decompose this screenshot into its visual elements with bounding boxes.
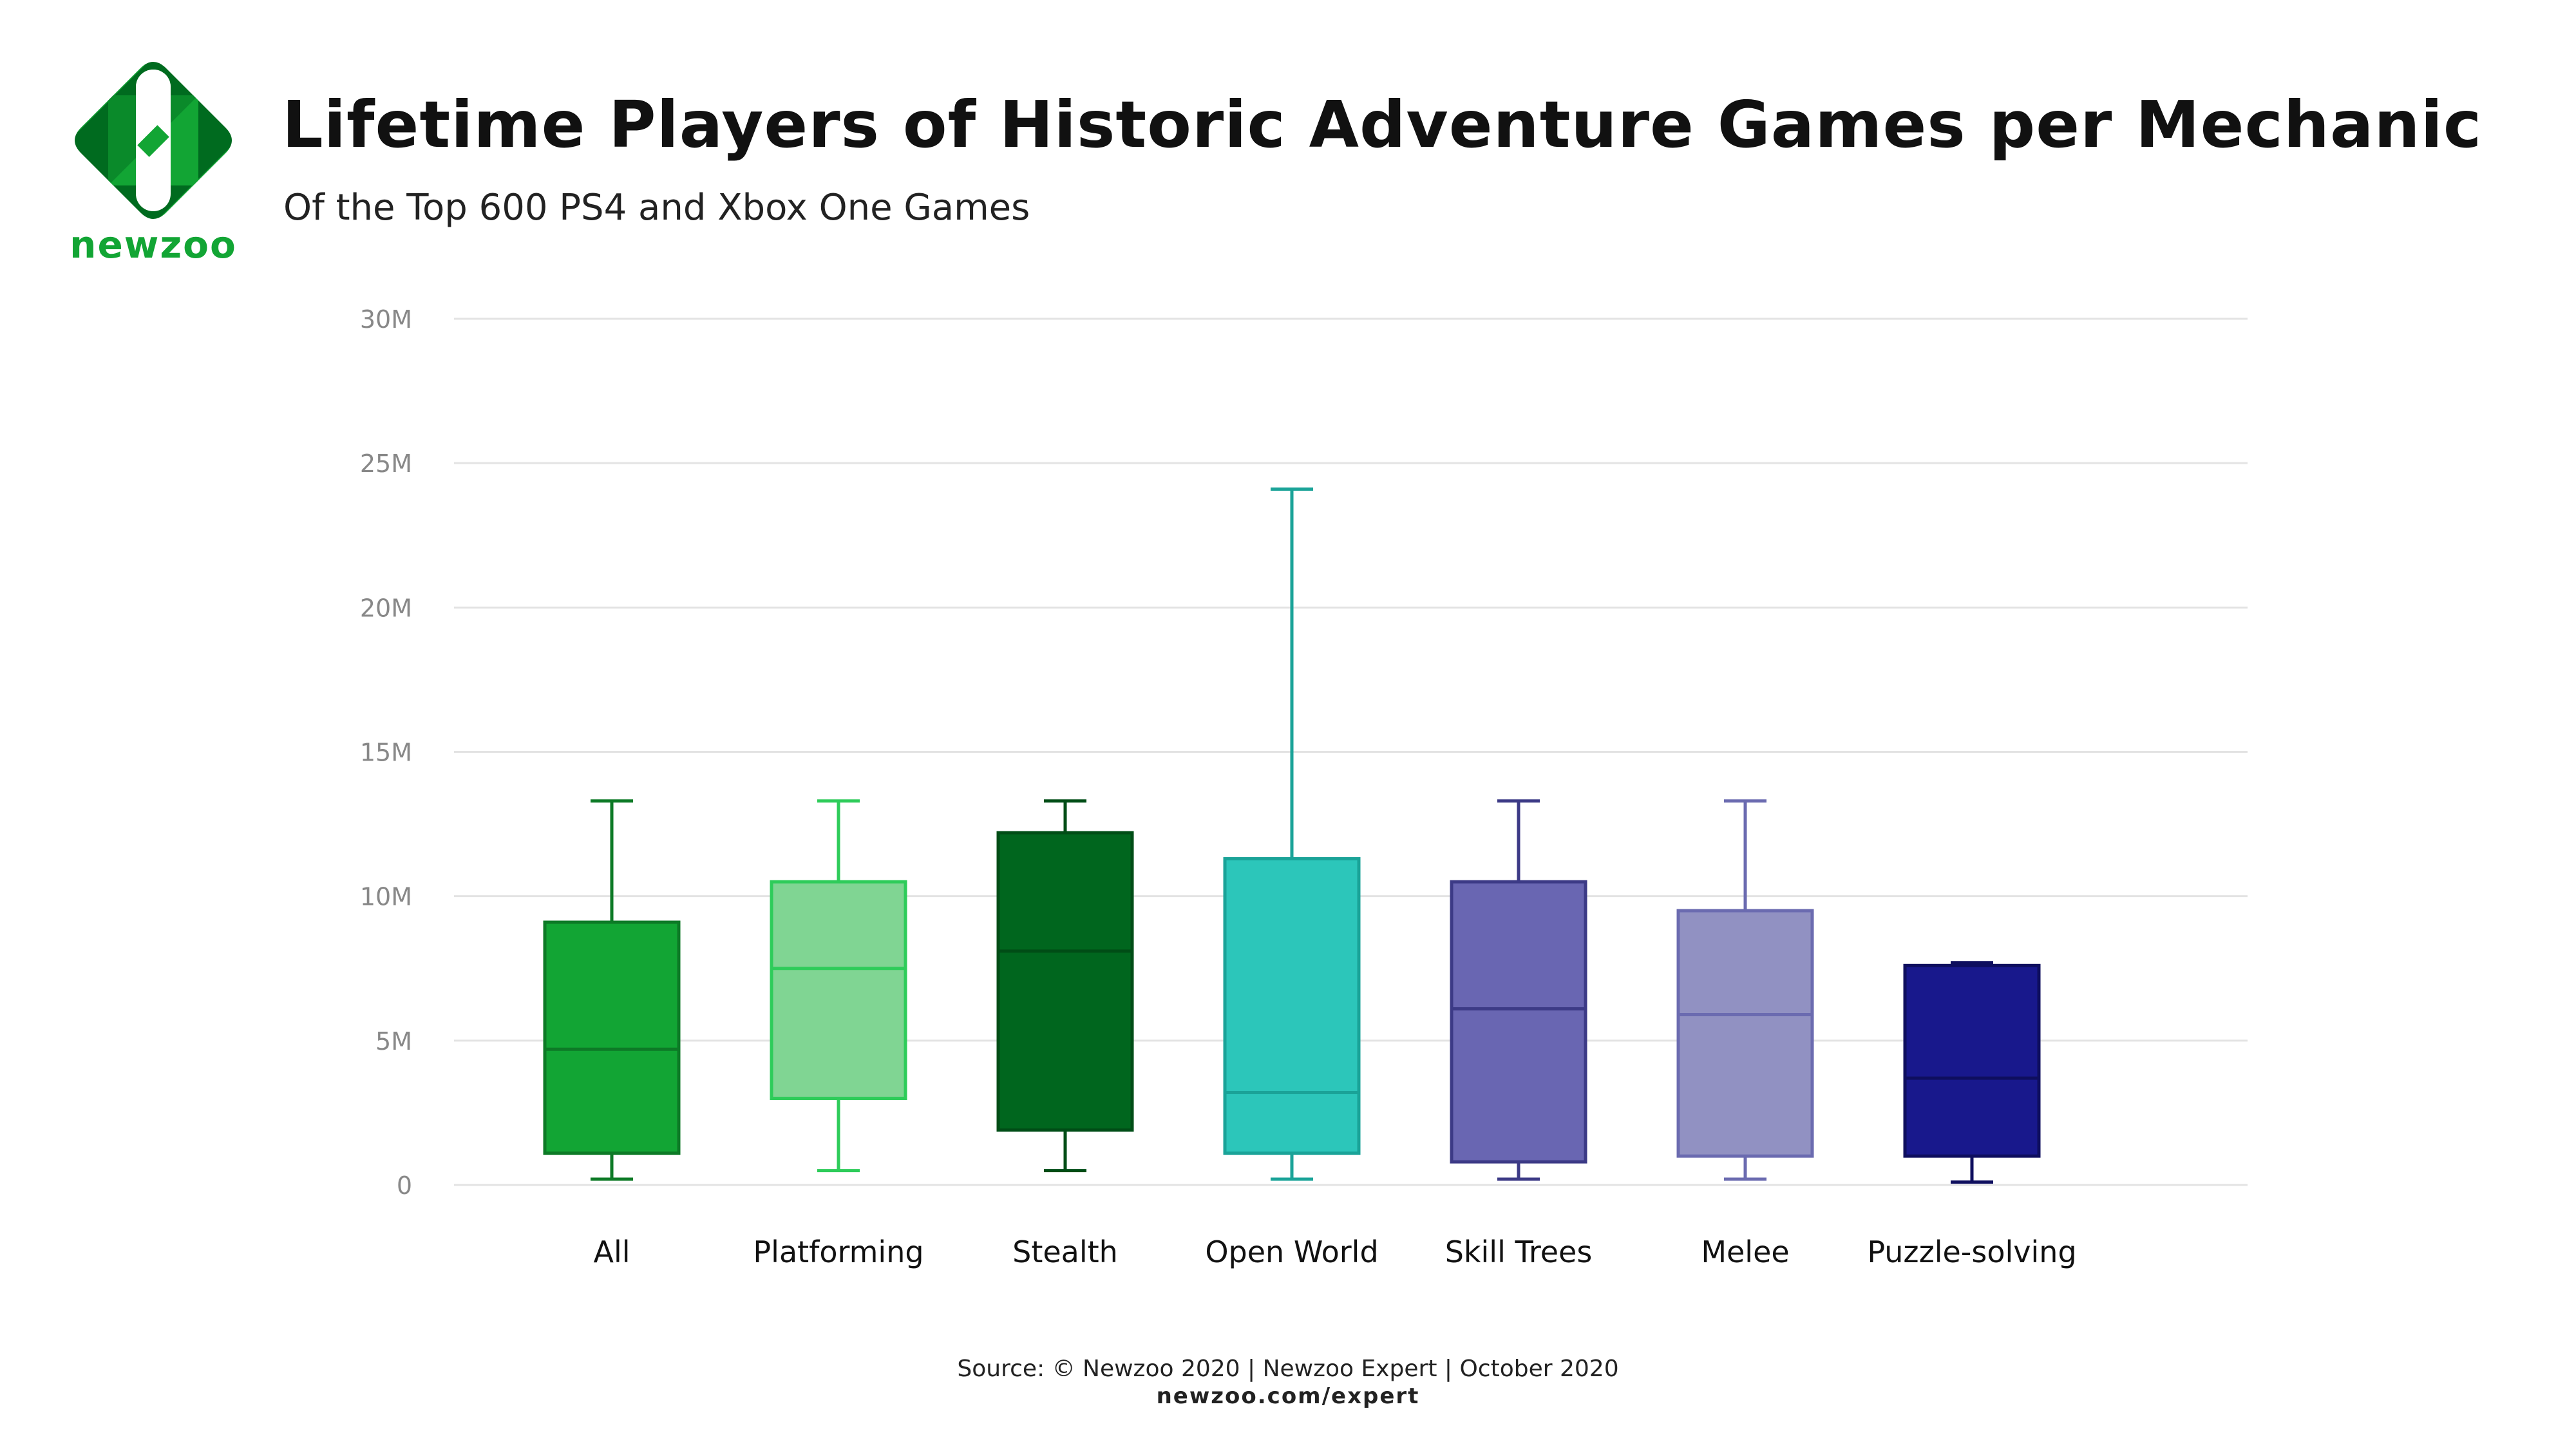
category-label: Stealth	[1012, 1235, 1118, 1269]
category-label: Open World	[1205, 1235, 1378, 1269]
category-label: Platforming	[753, 1235, 923, 1269]
box-iqr	[770, 880, 907, 1100]
y-tick-label: 15M	[360, 739, 412, 767]
source-url[interactable]: newzoo.com/expert	[1156, 1383, 1420, 1409]
y-tick-label: 0	[397, 1171, 412, 1200]
y-tick-label: 20M	[360, 594, 412, 622]
newzoo-logo: newzoo	[70, 57, 237, 269]
category-label: Puzzle-solving	[1867, 1235, 2076, 1269]
y-tick-label: 5M	[375, 1027, 412, 1056]
y-tick-label: 10M	[360, 883, 412, 911]
box-iqr	[1676, 909, 1814, 1158]
y-tick-label: 30M	[360, 305, 412, 334]
source-note: Source: © Newzoo 2020 | Newzoo Expert | …	[957, 1356, 1619, 1382]
chart-title: Lifetime Players of Historic Adventure G…	[282, 87, 2483, 162]
category-label: Melee	[1701, 1235, 1789, 1269]
box-iqr	[1223, 857, 1361, 1155]
box-iqr	[1903, 963, 2041, 1158]
chart-subtitle: Of the Top 600 PS4 and Xbox One Games	[283, 187, 1030, 229]
box-iqr	[1450, 880, 1587, 1164]
brand-name: newzoo	[70, 223, 237, 267]
y-tick-label: 25M	[360, 450, 412, 478]
box-iqr	[996, 831, 1134, 1132]
category-label: Skill Trees	[1445, 1235, 1593, 1269]
box-iqr	[543, 920, 681, 1155]
category-label: All	[593, 1235, 630, 1269]
newzoo-logo-icon	[75, 62, 232, 219]
